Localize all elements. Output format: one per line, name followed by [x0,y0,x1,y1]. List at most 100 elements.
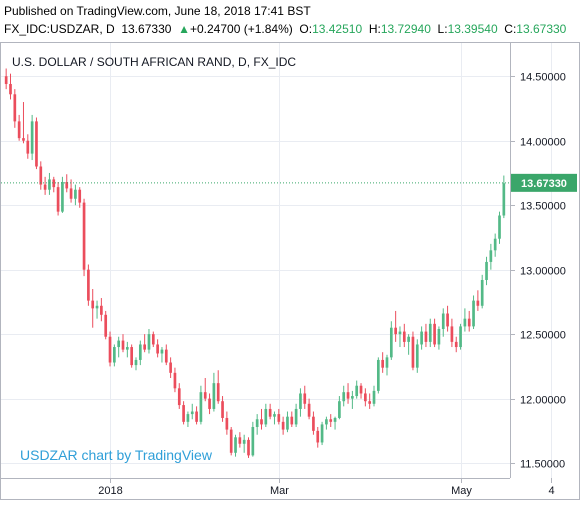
candle-body [463,318,467,327]
candle-body [472,300,475,327]
candle-body [428,323,432,342]
candle-body [238,437,242,444]
candles [4,68,506,458]
candle-body [342,392,346,402]
candle-body [281,421,285,430]
candle-body [402,331,406,342]
candle-body [312,416,315,431]
candlestick-chart[interactable]: 14.50000 14.00000 13.50000 13.00000 12.50000… [0,42,580,500]
candle-body [476,300,480,306]
last-price-label: 13.67330 [521,178,567,190]
candle-body [420,331,423,345]
candle-body [147,334,151,350]
candle-body [117,340,121,348]
candle-body [30,121,34,154]
high-label: H: [368,22,381,36]
candle-body [389,327,393,358]
candle-body [299,393,302,409]
candle-body [433,323,436,345]
candle-body [255,419,259,427]
candle-body [385,357,389,368]
candle-body [333,417,337,422]
candle-body [160,349,164,354]
candle-body [502,183,506,216]
chart-frame: 14.50000 14.00000 13.50000 13.00000 12.50000… [0,42,580,500]
candle-body [372,390,376,404]
open-value: 13.42510 [312,22,363,36]
chart-title: U.S. DOLLAR / SOUTH AFRICAN RAND, D, FX_… [12,55,296,69]
candle-body [173,372,177,389]
candle-body [251,426,255,456]
candle-body [294,408,298,425]
price-axis[interactable]: 14.50000 14.00000 13.50000 13.00000 12.50000… [510,72,577,471]
candle-body [446,313,449,327]
candle-body [195,411,198,422]
candle-body [346,392,350,399]
y-tick-label: 13.00000 [520,266,566,278]
x-tick-label: May [451,485,472,497]
candle-body [450,326,454,342]
low-value: 13.39540 [447,22,498,36]
change-value: +0.24700 (+1.84%) [189,22,293,36]
high-value: 13.72940 [380,22,431,36]
last-price-tag [511,173,577,192]
candle-body [415,344,419,368]
candle-body [368,401,372,404]
candle-body [268,408,272,417]
candle-body [216,383,220,402]
candle-body [69,188,73,199]
time-axis[interactable]: 2018 Mar May 4 [98,478,555,497]
candle-body [190,411,194,415]
candle-body [424,331,428,342]
candle-body [398,331,402,335]
candle-body [454,341,458,348]
candle-body [208,398,211,409]
candle-body [225,417,229,430]
candle-body [151,334,155,345]
grid [1,43,552,478]
candle-body [186,414,190,422]
candle-body [91,300,95,309]
candle-body [108,336,112,363]
candle-body [351,396,354,399]
candle-body [9,83,12,95]
candle-body [182,405,185,422]
x-tick-label: 4 [548,485,554,497]
y-tick-label: 12.50000 [520,330,566,342]
candle-body [130,347,134,366]
candle-body [164,349,168,363]
candle-body [78,189,82,203]
candle-body [177,388,181,406]
candle-body [498,215,501,239]
symbol-label: FX_IDC:USDZAR, D [4,22,115,36]
candle-body [56,187,60,212]
candle-body [437,328,441,345]
candle-body [359,385,363,394]
candle-body [52,179,56,188]
y-tick-label: 13.50000 [520,201,566,213]
candle-body [121,340,125,350]
candle-body [489,250,493,262]
candle-body [26,140,30,154]
candle-body [22,138,25,141]
y-tick-label: 14.50000 [520,72,566,84]
candle-body [35,121,38,167]
candle-body [286,416,289,430]
candle-body [212,383,216,409]
candle-body [485,261,488,280]
candle-body [82,202,86,270]
candle-body [39,166,43,185]
candle-body [65,181,69,189]
candle-body [113,347,116,363]
candle-body [480,279,484,306]
candle-body [290,416,294,425]
x-tick-label: 2018 [98,485,122,497]
candle-body [493,238,497,251]
candle-body [320,424,324,443]
candle-body [61,181,64,212]
candle-body [95,305,99,309]
candle-body [303,393,307,404]
candle-body [467,318,471,327]
candle-body [48,179,51,190]
candle-body [74,189,77,199]
